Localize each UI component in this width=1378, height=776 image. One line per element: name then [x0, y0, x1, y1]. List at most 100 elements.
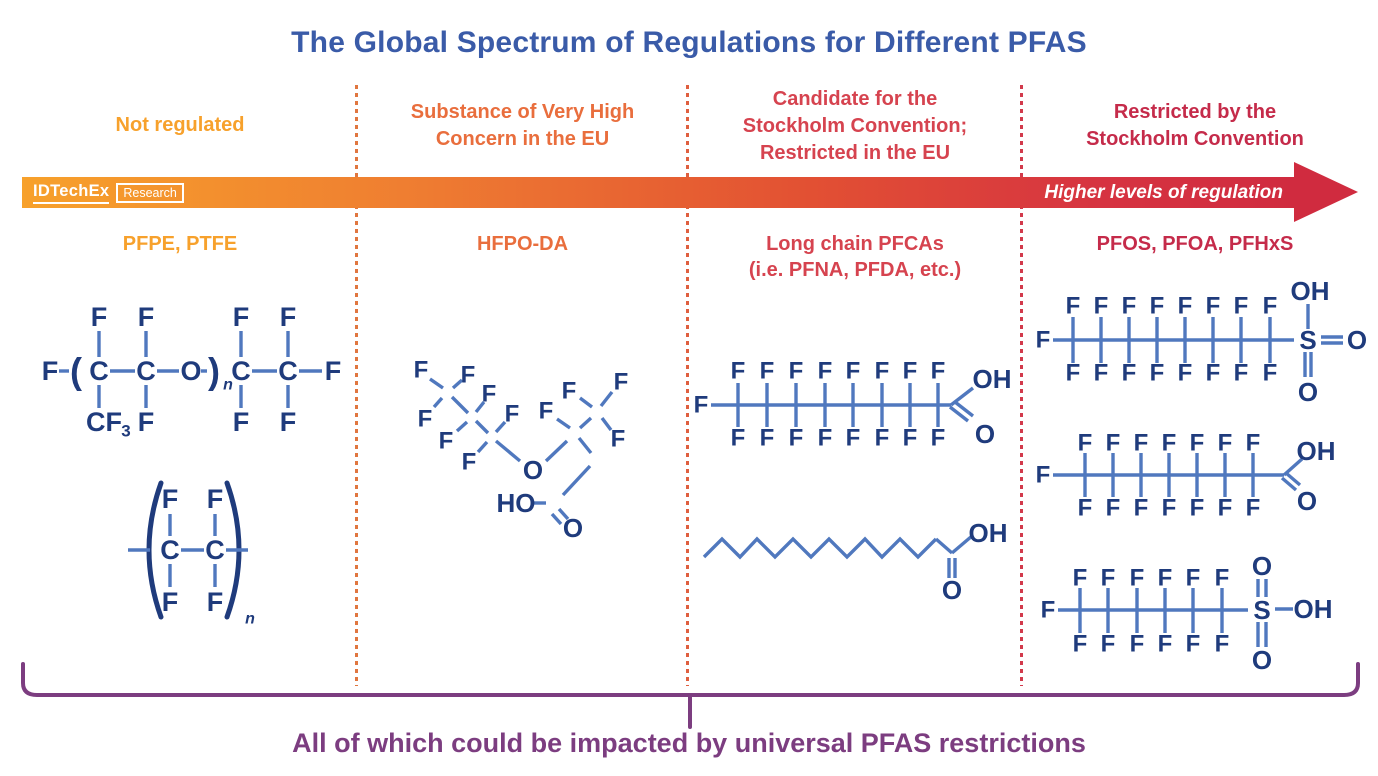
svg-text:F: F [280, 302, 297, 332]
svg-text:F: F [1190, 495, 1205, 522]
svg-text:F: F [1130, 631, 1145, 658]
svg-text:F: F [280, 407, 297, 437]
svg-text:F: F [1206, 360, 1221, 387]
svg-text:): ) [208, 351, 220, 392]
svg-text:F: F [1263, 360, 1278, 387]
svg-text:F: F [42, 356, 59, 386]
svg-text:O: O [1347, 325, 1367, 355]
svg-text:F: F [1041, 597, 1056, 624]
chemicals-label-hfpo-da: HFPO-DA [476, 233, 569, 255]
svg-text:F: F [1190, 430, 1205, 457]
idtechex-logo: IDTechEx Research [33, 182, 184, 204]
svg-text:O: O [180, 356, 201, 386]
svg-text:F: F [207, 587, 224, 617]
svg-text:F: F [1066, 360, 1081, 387]
svg-text:F: F [1073, 565, 1088, 592]
svg-text:3: 3 [121, 422, 130, 441]
svg-text:F: F [931, 425, 946, 452]
svg-text:F: F [325, 356, 342, 386]
svg-text:F: F [461, 362, 476, 389]
svg-text:F: F [162, 587, 179, 617]
svg-text:F: F [1215, 631, 1230, 658]
svg-text:(: ( [70, 351, 82, 392]
svg-text:F: F [462, 449, 477, 476]
svg-text:CF: CF [86, 407, 122, 437]
svg-text:F: F [614, 369, 629, 396]
svg-text:F: F [846, 425, 861, 452]
svg-text:F: F [562, 378, 577, 405]
svg-text:F: F [1178, 360, 1193, 387]
svg-text:OH: OH [973, 364, 1012, 394]
svg-text:F: F [1101, 565, 1116, 592]
column-divider-2 [686, 85, 689, 686]
chemicals-label-pfos-pfoa-pfhxs: PFOS, PFOA, PFHxS [1096, 233, 1294, 255]
svg-text:F: F [875, 425, 890, 452]
svg-text:F: F [91, 302, 108, 332]
svg-text:F: F [1101, 631, 1116, 658]
svg-text:F: F [1078, 495, 1093, 522]
svg-text:F: F [233, 302, 250, 332]
svg-text:O: O [1297, 486, 1317, 516]
svg-text:O: O [523, 455, 543, 485]
column-header-svhc-eu: Substance of Very High Concern in the EU [410, 101, 635, 150]
svg-text:F: F [611, 426, 626, 453]
structure-ptfe: C CF FF Fn [128, 480, 255, 628]
svg-text:F: F [903, 358, 918, 385]
svg-text:OH: OH [1297, 436, 1336, 466]
svg-text:O: O [975, 419, 995, 449]
brand-research-badge: Research [116, 182, 184, 203]
svg-text:O: O [942, 575, 962, 605]
svg-text:F: F [760, 358, 775, 385]
column-header-not-regulated: Not regulated [115, 114, 245, 136]
svg-text:F: F [1130, 565, 1145, 592]
svg-text:F: F [1162, 495, 1177, 522]
svg-text:F: F [482, 381, 497, 408]
svg-text:F: F [731, 358, 746, 385]
svg-text:F: F [138, 302, 155, 332]
column-divider-1 [355, 85, 358, 686]
svg-text:OH: OH [969, 518, 1008, 548]
column-header-stockholm-restricted: Restricted by the Stockholm Convention [1086, 101, 1304, 150]
svg-text:C: C [136, 356, 156, 386]
chemicals-label-long-chain-pfcas: Long chain PFCAs (i.e. PFNA, PFDA, etc.) [748, 233, 962, 281]
svg-text:O: O [1298, 377, 1318, 407]
svg-text:C: C [89, 356, 109, 386]
svg-text:F: F [1094, 293, 1109, 320]
svg-text:C: C [205, 535, 225, 565]
svg-text:F: F [1134, 430, 1149, 457]
svg-text:F: F [1186, 631, 1201, 658]
svg-text:F: F [1036, 327, 1051, 354]
svg-text:F: F [1036, 462, 1051, 489]
svg-text:n: n [245, 611, 255, 628]
svg-text:C: C [278, 356, 298, 386]
svg-text:F: F [1066, 293, 1081, 320]
svg-text:S: S [1299, 325, 1316, 355]
svg-text:S: S [1253, 595, 1270, 625]
svg-text:F: F [1094, 360, 1109, 387]
svg-text:F: F [1215, 565, 1230, 592]
svg-text:F: F [1206, 293, 1221, 320]
svg-text:O: O [1252, 551, 1272, 581]
svg-text:F: F [789, 358, 804, 385]
svg-text:F: F [505, 401, 520, 428]
footer-caption: All of which could be impacted by univer… [292, 728, 1086, 758]
chemicals-label-pfpe-ptfe: PFPE, PTFE [122, 233, 238, 255]
svg-text:C: C [231, 356, 251, 386]
svg-text:F: F [138, 407, 155, 437]
svg-text:F: F [1078, 430, 1093, 457]
svg-text:F: F [818, 358, 833, 385]
svg-text:O: O [563, 513, 583, 543]
svg-text:F: F [1263, 293, 1278, 320]
svg-text:F: F [539, 398, 554, 425]
svg-text:F: F [414, 357, 429, 384]
svg-text:F: F [818, 425, 833, 452]
svg-text:F: F [1218, 430, 1233, 457]
structure-summary-bracket [21, 662, 1360, 729]
svg-text:F: F [903, 425, 918, 452]
